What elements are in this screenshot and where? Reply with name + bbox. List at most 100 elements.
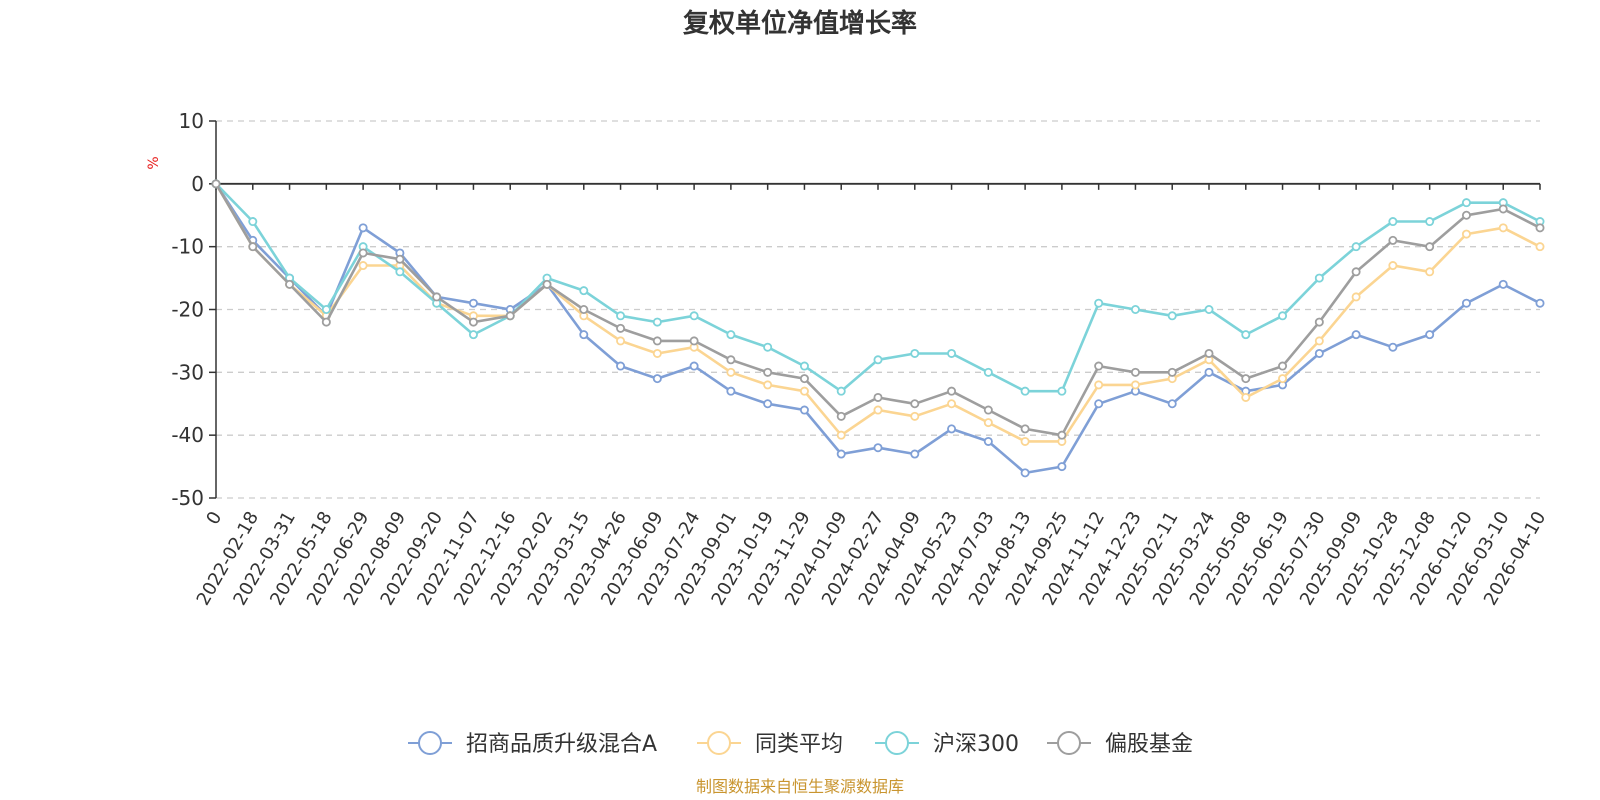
y-tick-label-6: -50 <box>171 486 204 510</box>
series-3-point-2 <box>285 279 295 289</box>
series-1 <box>211 179 1545 446</box>
legend-marker-2 <box>885 731 909 755</box>
series-0-point-17 <box>836 449 846 459</box>
series-1-point-25 <box>1130 380 1140 390</box>
series-1-point-34 <box>1461 229 1471 239</box>
series-2-point-21 <box>983 367 993 377</box>
legend-marker-1 <box>707 731 731 755</box>
series-0-point-7 <box>468 298 478 308</box>
series-3-point-20 <box>947 386 957 396</box>
series-3-point-8 <box>505 311 515 321</box>
series-2-point-22 <box>1020 386 1030 396</box>
series-2-point-18 <box>873 355 883 365</box>
series-3-point-30 <box>1314 317 1324 327</box>
series-3-point-31 <box>1351 267 1361 277</box>
series-3-point-34 <box>1461 210 1471 220</box>
series-1-point-28 <box>1241 392 1251 402</box>
series-1-point-14 <box>726 367 736 377</box>
series-lines <box>211 179 1545 478</box>
series-2-point-17 <box>836 386 846 396</box>
series-3-point-17 <box>836 411 846 421</box>
series-3-point-16 <box>799 374 809 384</box>
series-2-point-13 <box>689 311 699 321</box>
series-1-point-35 <box>1498 223 1508 233</box>
y-tick-label-5: -40 <box>171 423 204 447</box>
series-line-0 <box>214 183 1541 475</box>
series-3-point-27 <box>1204 348 1214 358</box>
series-line-1 <box>214 183 1541 443</box>
series-3-point-25 <box>1130 367 1140 377</box>
series-0-point-22 <box>1020 468 1030 478</box>
series-0-point-23 <box>1057 462 1067 472</box>
series-3-point-35 <box>1498 204 1508 214</box>
series-2-point-25 <box>1130 304 1140 314</box>
legend-marker-0 <box>418 731 442 755</box>
series-3-point-1 <box>248 242 258 252</box>
series-0-point-15 <box>763 399 773 409</box>
series-2-point-7 <box>468 330 478 340</box>
legend-item-3[interactable]: 偏股基金 <box>1047 731 1193 757</box>
series-1-point-32 <box>1388 261 1398 271</box>
series-0 <box>211 179 1545 478</box>
series-3-point-19 <box>910 399 920 409</box>
series-0-point-4 <box>358 223 368 233</box>
series-1-point-20 <box>947 399 957 409</box>
series-2-point-24 <box>1094 298 1104 308</box>
legend-label-1: 同类平均 <box>755 732 843 757</box>
series-0-point-24 <box>1094 399 1104 409</box>
data-source-note: 制图数据来自恒生聚源数据库 <box>696 777 904 796</box>
series-0-point-19 <box>910 449 920 459</box>
legend[interactable]: 招商品质升级混合A 同类平均 沪深300 偏股基金 <box>408 731 1193 757</box>
x-tick-label-0: 0 <box>202 508 226 528</box>
series-3-point-26 <box>1167 367 1177 377</box>
series-1-point-33 <box>1425 267 1435 277</box>
series-2-point-16 <box>799 361 809 371</box>
series-2-point-27 <box>1204 304 1214 314</box>
legend-label-0: 招商品质升级混合A <box>466 732 657 757</box>
series-3-point-7 <box>468 317 478 327</box>
y-tick-label-1: 0 <box>191 172 204 196</box>
series-0-point-16 <box>799 405 809 415</box>
legend-item-0[interactable]: 招商品质升级混合A <box>408 731 657 757</box>
series-2-point-12 <box>652 317 662 327</box>
series-3-point-12 <box>652 336 662 346</box>
series-0-point-18 <box>873 443 883 453</box>
series-2-point-15 <box>763 342 773 352</box>
series-1-point-29 <box>1278 374 1288 384</box>
series-0-point-27 <box>1204 367 1214 377</box>
series-0-point-31 <box>1351 330 1361 340</box>
legend-item-1[interactable]: 同类平均 <box>697 731 843 757</box>
series-3-point-22 <box>1020 424 1030 434</box>
series-3-point-33 <box>1425 242 1435 252</box>
series-0-point-11 <box>616 361 626 371</box>
series-0-point-12 <box>652 374 662 384</box>
series-3-point-36 <box>1535 223 1545 233</box>
series-1-point-18 <box>873 405 883 415</box>
series-3-point-0 <box>211 179 221 189</box>
series-3-point-29 <box>1278 361 1288 371</box>
chart-title: 复权单位净值增长率 <box>683 8 917 39</box>
series-2-point-14 <box>726 330 736 340</box>
series-3-point-14 <box>726 355 736 365</box>
series-1-point-12 <box>652 348 662 358</box>
legend-item-2[interactable]: 沪深300 <box>875 731 1019 757</box>
series-0-point-30 <box>1314 348 1324 358</box>
series-1-point-16 <box>799 386 809 396</box>
series-3-point-18 <box>873 392 883 402</box>
series-3-point-5 <box>395 254 405 264</box>
series-2-point-20 <box>947 348 957 358</box>
series-1-point-19 <box>910 411 920 421</box>
series-2-point-10 <box>579 286 589 296</box>
gridlines: 10 0 -10 -20 -30 -40 -50 <box>171 109 1540 510</box>
series-1-point-21 <box>983 418 993 428</box>
series-3-point-9 <box>542 279 552 289</box>
series-2-point-33 <box>1425 217 1435 227</box>
series-1-point-4 <box>358 261 368 271</box>
series-2-point-11 <box>616 311 626 321</box>
series-2-point-28 <box>1241 330 1251 340</box>
series-0-point-26 <box>1167 399 1177 409</box>
y-tick-label-2: -10 <box>171 235 204 259</box>
series-3-point-24 <box>1094 361 1104 371</box>
series-0-point-33 <box>1425 330 1435 340</box>
